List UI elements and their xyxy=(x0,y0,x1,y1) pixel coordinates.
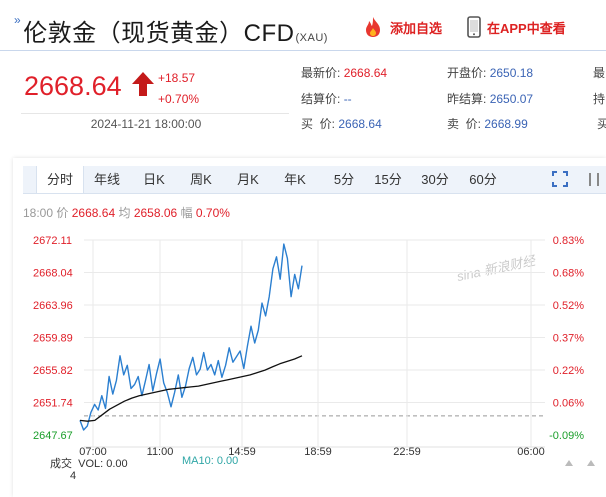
crosshair-info: 18:00 价 2668.64 均 2658.06 幅 0.70% xyxy=(23,204,230,221)
quote-time: 2024-11-21 18:00:00 xyxy=(90,117,202,131)
tab-weekly-k[interactable]: 周K xyxy=(190,172,212,187)
buy-value: 2668.64 xyxy=(338,117,382,131)
volume-info: 成交 VOL: 0.00 xyxy=(50,455,128,471)
settle-value: -- xyxy=(343,92,352,106)
tab-intraday[interactable]: 分时 xyxy=(36,166,84,193)
pct-tick-label: 0.06% xyxy=(553,398,584,410)
x-tick-label: 11:00 xyxy=(147,446,174,458)
x-tick-label: 07:00 xyxy=(79,446,107,458)
pct-tick-label: 0.22% xyxy=(553,365,584,377)
settle-price-field: 结算价: -- xyxy=(301,90,352,107)
phone-icon[interactable] xyxy=(466,16,482,38)
pct-tick-label: 0.52% xyxy=(553,300,584,312)
y-tick-label: 2663.96 xyxy=(33,300,73,312)
tab-monthly-k[interactable]: 月K xyxy=(237,172,259,187)
tab-yearly-k[interactable]: 年K xyxy=(284,172,306,187)
up-arrow-icon xyxy=(132,72,154,96)
sell-price-field: 卖 价: 2668.99 xyxy=(447,115,528,132)
average-line xyxy=(79,355,303,422)
sell-value: 2668.99 xyxy=(484,117,528,131)
instrument-code: (XAU) xyxy=(295,32,328,44)
sell-label: 卖 价: xyxy=(447,117,482,131)
cut-label-3: 买 xyxy=(597,117,606,131)
pct-tick-label: -0.09% xyxy=(549,430,584,442)
info-price-label: 价 xyxy=(56,206,69,220)
tab-60min[interactable]: 60分 xyxy=(469,172,497,187)
buy-price-field: 买 价: 2668.64 xyxy=(301,115,382,132)
info-avg-label: 均 xyxy=(118,206,131,220)
latest-value: 2668.64 xyxy=(343,66,388,80)
fullscreen-icon[interactable] xyxy=(552,171,568,187)
x-tick-label: 18:59 xyxy=(304,446,332,458)
price-divider xyxy=(21,113,289,114)
pct-tick-label: 0.37% xyxy=(553,333,584,345)
open-price-field: 开盘价: 2650.18 xyxy=(447,64,533,81)
tab-30min[interactable]: 30分 xyxy=(421,172,449,187)
prev-value: 2650.07 xyxy=(489,92,534,106)
expand-arrows-icon[interactable] xyxy=(562,458,602,468)
info-avg: 2658.06 xyxy=(133,206,178,220)
x-tick-label: 14:59 xyxy=(228,446,256,458)
info-amp-label: 幅 xyxy=(180,206,193,220)
x-tick-label: 22:59 xyxy=(393,446,421,458)
latest-label: 最新价: xyxy=(301,66,341,80)
settle-label: 结算价: xyxy=(301,92,341,106)
info-price: 2668.64 xyxy=(71,206,116,220)
header-divider xyxy=(0,50,606,51)
pct-tick-label: 0.83% xyxy=(553,235,584,247)
add-favorite-button[interactable]: 添加自选 xyxy=(390,21,443,36)
y-tick-label: 2668.04 xyxy=(33,268,73,280)
info-amp: 0.70% xyxy=(195,206,230,220)
ma10-value: MA10: 0.00 xyxy=(182,455,239,467)
change-value: +18.57 xyxy=(158,71,196,85)
x-tick-label: 06:00 xyxy=(517,446,545,458)
flame-icon[interactable] xyxy=(362,16,384,38)
tab-15min[interactable]: 15分 xyxy=(374,172,402,187)
price-line xyxy=(79,243,303,431)
tab-5min[interactable]: 5分 xyxy=(333,172,355,187)
pct-tick-label: 0.68% xyxy=(553,268,584,280)
volume-value: VOL: 0.00 xyxy=(78,458,128,470)
open-in-app-button[interactable]: 在APP中查看 xyxy=(487,21,566,36)
more-options-icon[interactable] xyxy=(584,166,604,193)
y-tick-label: 2647.67 xyxy=(33,430,73,442)
page-title: »伦敦金（现货黄金）CFD(XAU) xyxy=(14,13,328,48)
double-chevron-icon: » xyxy=(14,13,22,27)
buy-label: 买 价: xyxy=(301,117,336,131)
change-percent: +0.70% xyxy=(158,92,200,106)
volume-scale: 4 xyxy=(70,470,77,482)
y-tick-label: 2659.89 xyxy=(33,333,73,345)
open-label: 开盘价: xyxy=(447,66,487,80)
info-time: 18:00 xyxy=(23,206,54,220)
latest-price-field: 最新价: 2668.64 xyxy=(301,64,387,81)
current-price: 2668.64 xyxy=(24,71,122,101)
y-tick-label: 2651.74 xyxy=(33,398,73,410)
open-value: 2650.18 xyxy=(489,66,534,80)
chart-tab-bar xyxy=(23,166,606,194)
tab-daily-k[interactable]: 日K xyxy=(143,172,165,187)
y-tick-label: 2655.82 xyxy=(33,365,73,377)
chart-panel xyxy=(13,158,606,497)
volume-label: 成交 xyxy=(50,458,72,470)
y-tick-label: 2672.11 xyxy=(33,235,72,247)
prev-label: 昨结算: xyxy=(447,92,487,106)
price-change: +18.57 +0.70% xyxy=(158,68,199,110)
cut-label-2: 持 xyxy=(593,92,606,106)
tab-year-line[interactable]: 年线 xyxy=(93,172,120,187)
prev-settle-field: 昨结算: 2650.07 xyxy=(447,90,533,107)
cut-label-1: 最 xyxy=(593,66,606,80)
instrument-name: 伦敦金（现货黄金）CFD xyxy=(23,20,295,47)
